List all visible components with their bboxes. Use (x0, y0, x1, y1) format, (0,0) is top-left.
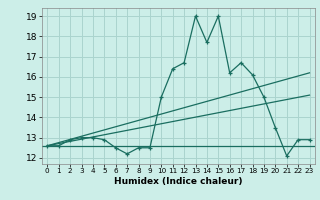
X-axis label: Humidex (Indice chaleur): Humidex (Indice chaleur) (114, 177, 243, 186)
